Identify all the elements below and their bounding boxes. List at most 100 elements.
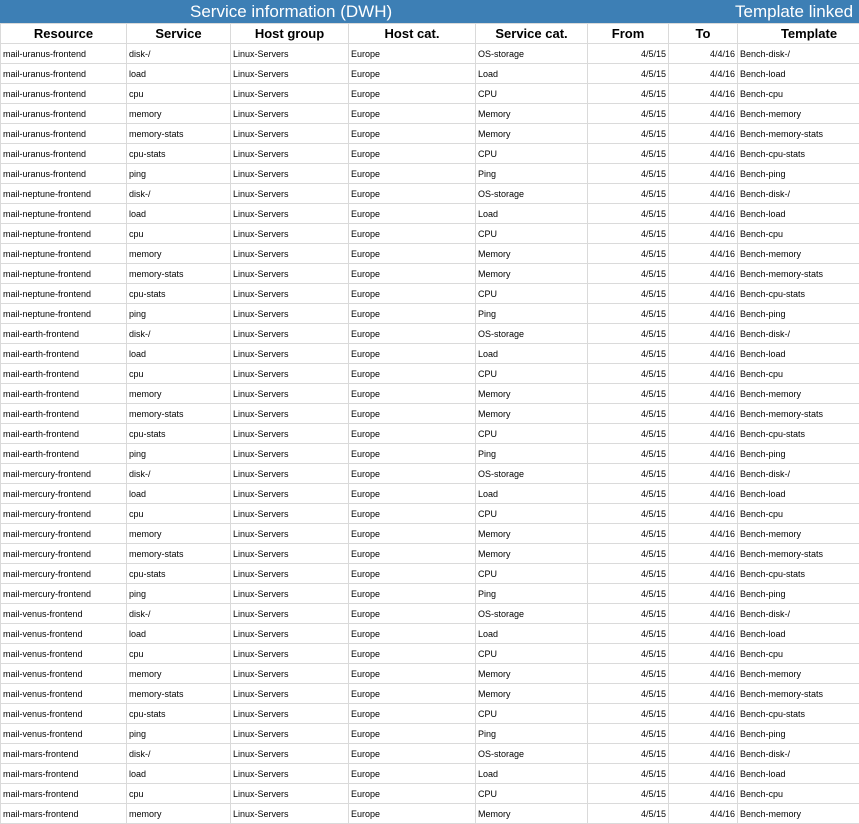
- cell-from[interactable]: 4/5/15: [587, 783, 669, 804]
- cell-service-cat[interactable]: Load: [475, 623, 588, 644]
- cell-service[interactable]: cpu-stats: [126, 563, 231, 584]
- cell-host-cat[interactable]: Europe: [348, 203, 476, 224]
- cell-service[interactable]: ping: [126, 303, 231, 324]
- cell-from[interactable]: 4/5/15: [587, 243, 669, 264]
- cell-service[interactable]: memory: [126, 383, 231, 404]
- cell-host-cat[interactable]: Europe: [348, 223, 476, 244]
- cell-service[interactable]: load: [126, 763, 231, 784]
- cell-host-cat[interactable]: Europe: [348, 503, 476, 524]
- cell-from[interactable]: 4/5/15: [587, 283, 669, 304]
- cell-host-group[interactable]: Linux-Servers: [230, 83, 349, 104]
- cell-service-cat[interactable]: OS-storage: [475, 743, 588, 764]
- cell-host-group[interactable]: Linux-Servers: [230, 483, 349, 504]
- cell-from[interactable]: 4/5/15: [587, 723, 669, 744]
- cell-host-cat[interactable]: Europe: [348, 103, 476, 124]
- cell-template[interactable]: Bench-ping: [737, 303, 859, 324]
- cell-resource[interactable]: mail-venus-frontend: [0, 723, 127, 744]
- cell-to[interactable]: 4/4/16: [668, 363, 738, 384]
- cell-to[interactable]: 4/4/16: [668, 83, 738, 104]
- cell-host-cat[interactable]: Europe: [348, 83, 476, 104]
- cell-service[interactable]: cpu: [126, 83, 231, 104]
- cell-service-cat[interactable]: Memory: [475, 103, 588, 124]
- cell-service-cat[interactable]: OS-storage: [475, 463, 588, 484]
- cell-service-cat[interactable]: Ping: [475, 443, 588, 464]
- cell-host-group[interactable]: Linux-Servers: [230, 243, 349, 264]
- column-header-service-cat[interactable]: Service cat.: [475, 23, 588, 44]
- cell-from[interactable]: 4/5/15: [587, 463, 669, 484]
- cell-to[interactable]: 4/4/16: [668, 483, 738, 504]
- cell-resource[interactable]: mail-uranus-frontend: [0, 143, 127, 164]
- cell-service-cat[interactable]: Memory: [475, 383, 588, 404]
- cell-service[interactable]: cpu: [126, 783, 231, 804]
- cell-template[interactable]: Bench-load: [737, 623, 859, 644]
- cell-from[interactable]: 4/5/15: [587, 583, 669, 604]
- cell-resource[interactable]: mail-uranus-frontend: [0, 163, 127, 184]
- cell-service-cat[interactable]: Memory: [475, 243, 588, 264]
- column-header-host-cat[interactable]: Host cat.: [348, 23, 476, 44]
- cell-host-group[interactable]: Linux-Servers: [230, 203, 349, 224]
- cell-host-cat[interactable]: Europe: [348, 283, 476, 304]
- cell-to[interactable]: 4/4/16: [668, 703, 738, 724]
- cell-host-group[interactable]: Linux-Servers: [230, 103, 349, 124]
- cell-host-cat[interactable]: Europe: [348, 403, 476, 424]
- cell-host-cat[interactable]: Europe: [348, 543, 476, 564]
- cell-service[interactable]: cpu-stats: [126, 423, 231, 444]
- cell-template[interactable]: Bench-memory: [737, 523, 859, 544]
- column-header-from[interactable]: From: [587, 23, 669, 44]
- cell-host-cat[interactable]: Europe: [348, 383, 476, 404]
- cell-to[interactable]: 4/4/16: [668, 283, 738, 304]
- cell-template[interactable]: Bench-load: [737, 483, 859, 504]
- cell-template[interactable]: Bench-cpu: [737, 83, 859, 104]
- cell-template[interactable]: Bench-memory-stats: [737, 123, 859, 144]
- cell-resource[interactable]: mail-neptune-frontend: [0, 303, 127, 324]
- cell-resource[interactable]: mail-venus-frontend: [0, 623, 127, 644]
- cell-template[interactable]: Bench-disk-/: [737, 43, 859, 64]
- cell-host-group[interactable]: Linux-Servers: [230, 403, 349, 424]
- cell-to[interactable]: 4/4/16: [668, 763, 738, 784]
- cell-host-group[interactable]: Linux-Servers: [230, 503, 349, 524]
- cell-service[interactable]: load: [126, 63, 231, 84]
- cell-template[interactable]: Bench-load: [737, 343, 859, 364]
- cell-template[interactable]: Bench-cpu: [737, 643, 859, 664]
- cell-service[interactable]: memory: [126, 243, 231, 264]
- cell-to[interactable]: 4/4/16: [668, 603, 738, 624]
- cell-from[interactable]: 4/5/15: [587, 383, 669, 404]
- cell-host-group[interactable]: Linux-Servers: [230, 43, 349, 64]
- cell-from[interactable]: 4/5/15: [587, 83, 669, 104]
- cell-resource[interactable]: mail-venus-frontend: [0, 683, 127, 704]
- cell-from[interactable]: 4/5/15: [587, 563, 669, 584]
- cell-from[interactable]: 4/5/15: [587, 543, 669, 564]
- cell-host-cat[interactable]: Europe: [348, 483, 476, 504]
- cell-to[interactable]: 4/4/16: [668, 443, 738, 464]
- cell-host-group[interactable]: Linux-Servers: [230, 303, 349, 324]
- cell-to[interactable]: 4/4/16: [668, 163, 738, 184]
- cell-service-cat[interactable]: Load: [475, 483, 588, 504]
- cell-host-cat[interactable]: Europe: [348, 743, 476, 764]
- cell-to[interactable]: 4/4/16: [668, 543, 738, 564]
- cell-service-cat[interactable]: Memory: [475, 543, 588, 564]
- cell-service-cat[interactable]: OS-storage: [475, 43, 588, 64]
- cell-to[interactable]: 4/4/16: [668, 63, 738, 84]
- cell-resource[interactable]: mail-mercury-frontend: [0, 583, 127, 604]
- cell-host-cat[interactable]: Europe: [348, 343, 476, 364]
- cell-host-group[interactable]: Linux-Servers: [230, 323, 349, 344]
- cell-from[interactable]: 4/5/15: [587, 223, 669, 244]
- cell-to[interactable]: 4/4/16: [668, 403, 738, 424]
- cell-template[interactable]: Bench-cpu: [737, 363, 859, 384]
- cell-service[interactable]: memory: [126, 103, 231, 124]
- cell-host-cat[interactable]: Europe: [348, 703, 476, 724]
- cell-service-cat[interactable]: OS-storage: [475, 323, 588, 344]
- cell-to[interactable]: 4/4/16: [668, 783, 738, 804]
- cell-resource[interactable]: mail-mercury-frontend: [0, 543, 127, 564]
- cell-host-cat[interactable]: Europe: [348, 243, 476, 264]
- cell-service[interactable]: memory-stats: [126, 543, 231, 564]
- cell-service-cat[interactable]: CPU: [475, 223, 588, 244]
- cell-service[interactable]: load: [126, 483, 231, 504]
- cell-resource[interactable]: mail-earth-frontend: [0, 423, 127, 444]
- cell-resource[interactable]: mail-neptune-frontend: [0, 283, 127, 304]
- cell-host-cat[interactable]: Europe: [348, 123, 476, 144]
- cell-from[interactable]: 4/5/15: [587, 703, 669, 724]
- cell-service[interactable]: memory-stats: [126, 123, 231, 144]
- cell-service[interactable]: memory: [126, 663, 231, 684]
- cell-template[interactable]: Bench-ping: [737, 443, 859, 464]
